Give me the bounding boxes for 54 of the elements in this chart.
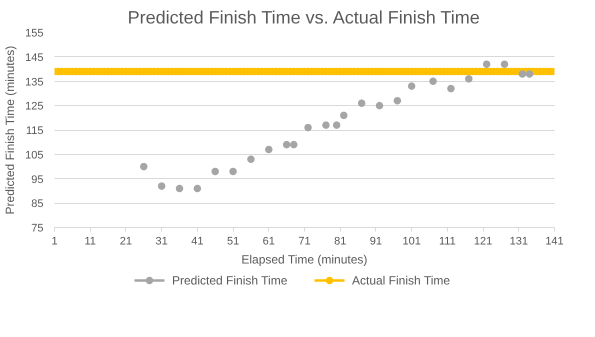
point (265, 146, 273, 154)
x-tick-label: 111 (438, 236, 456, 248)
point (376, 102, 384, 110)
x-tick-label: 61 (262, 236, 275, 248)
x-tick-label: 71 (298, 236, 311, 248)
x-axis-title: Elapsed Time (minutes) (241, 252, 368, 266)
x-tick-label: 141 (545, 236, 564, 248)
x-tick-label: 121 (474, 236, 492, 248)
point (394, 97, 402, 104)
y-tick-label: 75 (31, 222, 44, 234)
x-tick-label: 1 (51, 236, 58, 248)
point (247, 156, 255, 163)
point (358, 99, 366, 107)
point (465, 75, 473, 83)
y-tick-label: 145 (25, 52, 44, 64)
point (332, 121, 340, 129)
x-tick-label: 81 (334, 236, 346, 248)
point (429, 78, 437, 85)
x-tick-label: 131 (510, 236, 528, 248)
point (526, 70, 534, 78)
point (211, 168, 219, 176)
point (500, 60, 508, 68)
point (229, 168, 237, 176)
y-tick-label: 95 (31, 174, 44, 186)
point (447, 84, 455, 92)
x-tick-label: 21 (120, 236, 132, 248)
point (304, 124, 312, 132)
chart-title: Predicted Finish Time vs. Actual Finish Time (128, 8, 480, 28)
x-tick-label: 41 (191, 236, 204, 248)
y-tick-label: 155 (25, 28, 44, 40)
y-tick-label: 85 (31, 198, 44, 210)
y-tick-label: 105 (25, 149, 44, 162)
x-tick-label: 51 (226, 236, 240, 248)
point (176, 184, 184, 192)
x-tick-label: 11 (84, 236, 96, 248)
y-tick-label: 135 (25, 76, 44, 88)
point (340, 112, 348, 120)
x-tick-label: 101 (402, 236, 421, 248)
point (158, 182, 166, 190)
point (140, 162, 148, 170)
legend-label: Actual Finish Time (352, 274, 450, 288)
point (408, 82, 416, 90)
point (290, 140, 298, 148)
point (518, 70, 526, 78)
point (282, 140, 290, 148)
y-tick-label: 125 (25, 100, 44, 113)
x-tick-label: 31 (156, 236, 168, 248)
y-tick-label: 115 (26, 125, 44, 137)
x-tick-label: 91 (370, 236, 382, 248)
point (482, 60, 490, 68)
point (322, 121, 330, 129)
legend-label: Predicted Finish Time (172, 274, 288, 288)
y-axis-title: Predicted Finish Time (minutes) (3, 46, 18, 214)
point (194, 184, 202, 192)
